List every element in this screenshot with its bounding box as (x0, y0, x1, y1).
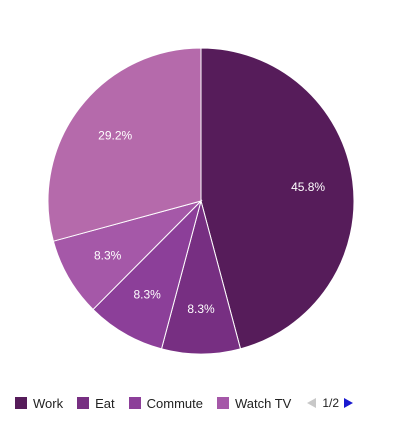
legend-label-commute: Commute (146, 395, 203, 411)
legend-label-watch-tv: Watch TV (234, 395, 292, 411)
legend-swatch-watch-tv (216, 397, 229, 409)
legend-label-eat: Eat (95, 395, 115, 411)
pie-slice-sleep[interactable] (47, 47, 202, 242)
legend-pager: 1/2 (307, 396, 354, 410)
legend-page-indicator: 1/2 (322, 396, 340, 410)
next-page-icon[interactable] (344, 398, 354, 408)
slice-label-work: 45.8% (291, 180, 325, 194)
legend-item-work[interactable]: Work (15, 396, 63, 411)
legend-item-commute[interactable]: Commute (128, 395, 203, 411)
pie-slice-work[interactable] (200, 47, 355, 350)
legend-swatch-eat (77, 397, 90, 409)
slice-label-watch-tv: 8.3% (94, 248, 122, 262)
legend-label-work: Work (33, 395, 64, 411)
legend-swatch-work (15, 397, 27, 409)
slice-label-eat: 8.3% (187, 302, 215, 316)
pie-labels: 45.8% 8.3% 8.3% 8.3% 29.2% (94, 128, 325, 316)
legend-swatch-commute (128, 397, 141, 409)
pie-slices (47, 47, 355, 355)
slice-label-commute: 8.3% (133, 288, 161, 302)
legend-item-eat[interactable]: Eat (77, 396, 115, 411)
slice-label-sleep: 29.2% (98, 128, 132, 142)
legend: Work Eat Commute Watch TV 1/2 (15, 394, 354, 412)
pie-chart: 45.8% 8.3% 8.3% 8.3% 29.2% (47, 47, 355, 355)
legend-item-watch-tv[interactable]: Watch TV (216, 395, 292, 411)
previous-page-icon[interactable] (307, 398, 317, 408)
